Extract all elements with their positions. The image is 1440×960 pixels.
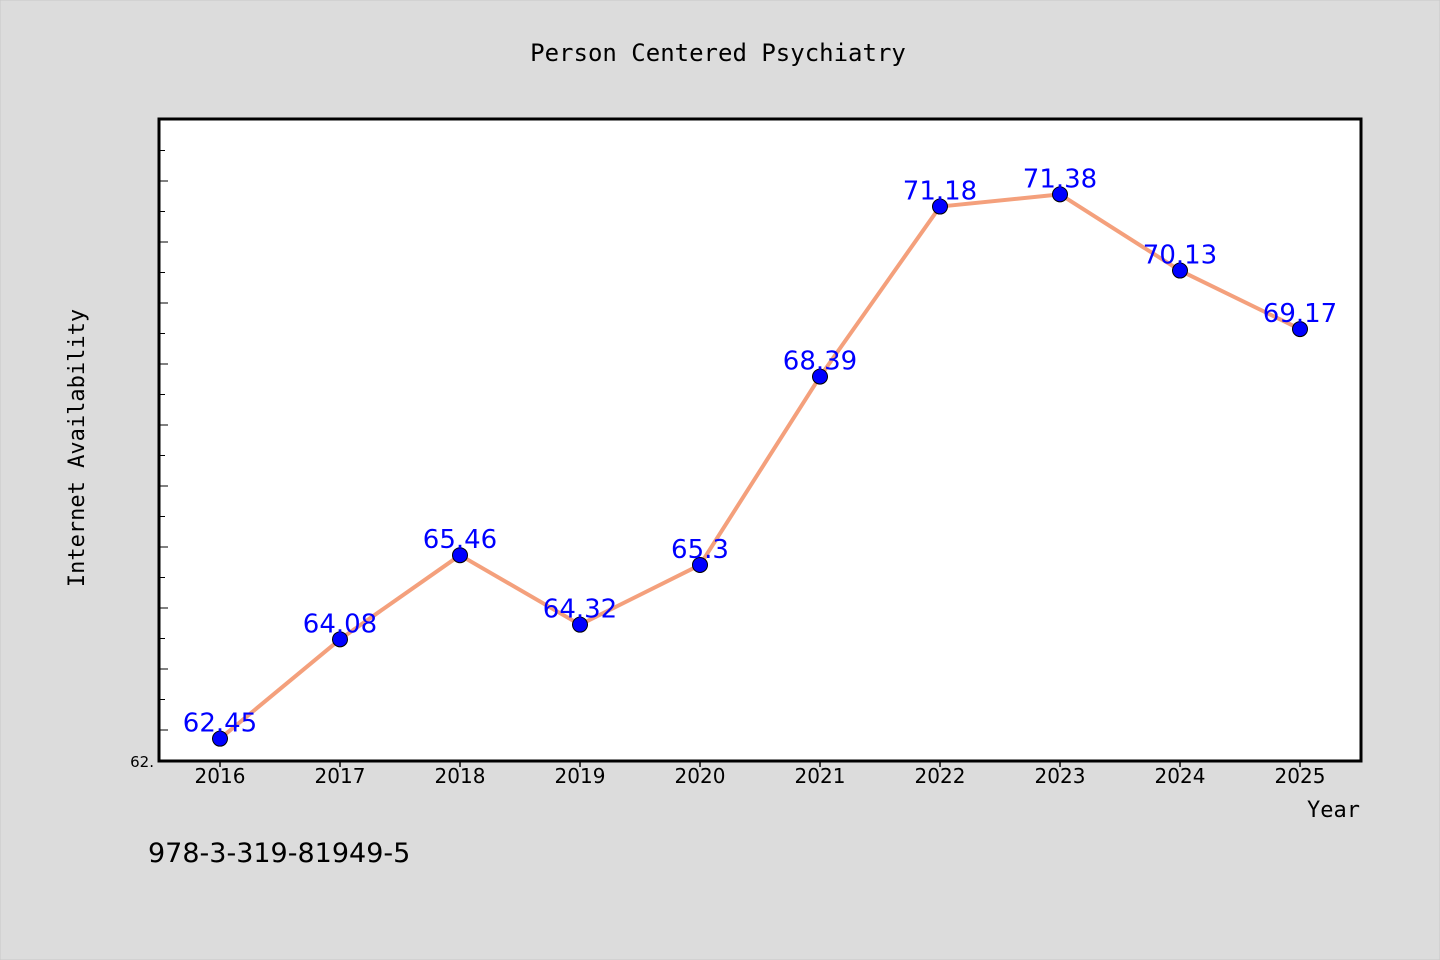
data-label: 68.39 bbox=[783, 347, 857, 377]
data-point bbox=[1172, 262, 1188, 279]
x-tick-labels: 2016 2017 2018 2019 2020 2021 2022 2023 2024 2025 bbox=[195, 764, 1326, 788]
x-tick-label: 2023 bbox=[1035, 764, 1086, 788]
chart-title: Person Centered Psychiatry bbox=[530, 39, 906, 67]
data-label: 62.45 bbox=[183, 709, 257, 739]
y-axis-label: Internet Availability bbox=[65, 309, 90, 587]
data-point bbox=[812, 368, 828, 385]
data-label: 65.46 bbox=[423, 525, 497, 555]
series-line bbox=[218, 192, 1301, 741]
data-point bbox=[572, 616, 588, 633]
data-point bbox=[332, 631, 348, 648]
x-axis-ticks bbox=[219, 760, 1301, 767]
x-tick-label: 2025 bbox=[1275, 764, 1326, 788]
x-tick-label: 2017 bbox=[315, 764, 366, 788]
y-axis-ticks bbox=[160, 150, 168, 731]
data-label: 69.17 bbox=[1263, 299, 1337, 329]
data-point bbox=[932, 198, 948, 215]
x-tick-label: 2024 bbox=[1155, 764, 1206, 788]
x-tick-label: 2020 bbox=[675, 764, 726, 788]
x-tick-label: 2021 bbox=[795, 764, 846, 788]
data-point bbox=[692, 556, 708, 573]
data-point bbox=[1292, 321, 1308, 338]
data-label: 64.08 bbox=[303, 609, 377, 639]
data-label: 65.3 bbox=[671, 535, 729, 565]
data-labels: 62.45 64.08 65.46 64.32 65.3 68.39 71.18 71.38 7… bbox=[183, 164, 1337, 738]
data-point bbox=[212, 730, 228, 747]
x-tick-label: 2018 bbox=[435, 764, 486, 788]
x-tick-label: 2019 bbox=[555, 764, 606, 788]
data-point bbox=[1052, 186, 1068, 203]
data-markers bbox=[212, 186, 1308, 747]
x-axis-label: Year bbox=[1307, 798, 1360, 823]
y-tick-label: 62. bbox=[130, 753, 154, 771]
x-tick-label: 2022 bbox=[915, 764, 966, 788]
isbn-text: 978-3-319-81949-5 bbox=[148, 838, 410, 869]
series-lines bbox=[218, 192, 1301, 741]
data-label: 71.18 bbox=[903, 177, 977, 207]
data-label: 70.13 bbox=[1143, 241, 1217, 271]
x-tick-label: 2016 bbox=[195, 764, 246, 788]
data-label: 71.38 bbox=[1023, 164, 1097, 194]
data-label: 64.32 bbox=[543, 595, 617, 625]
data-point bbox=[452, 547, 468, 564]
plot-area bbox=[157, 117, 1363, 763]
